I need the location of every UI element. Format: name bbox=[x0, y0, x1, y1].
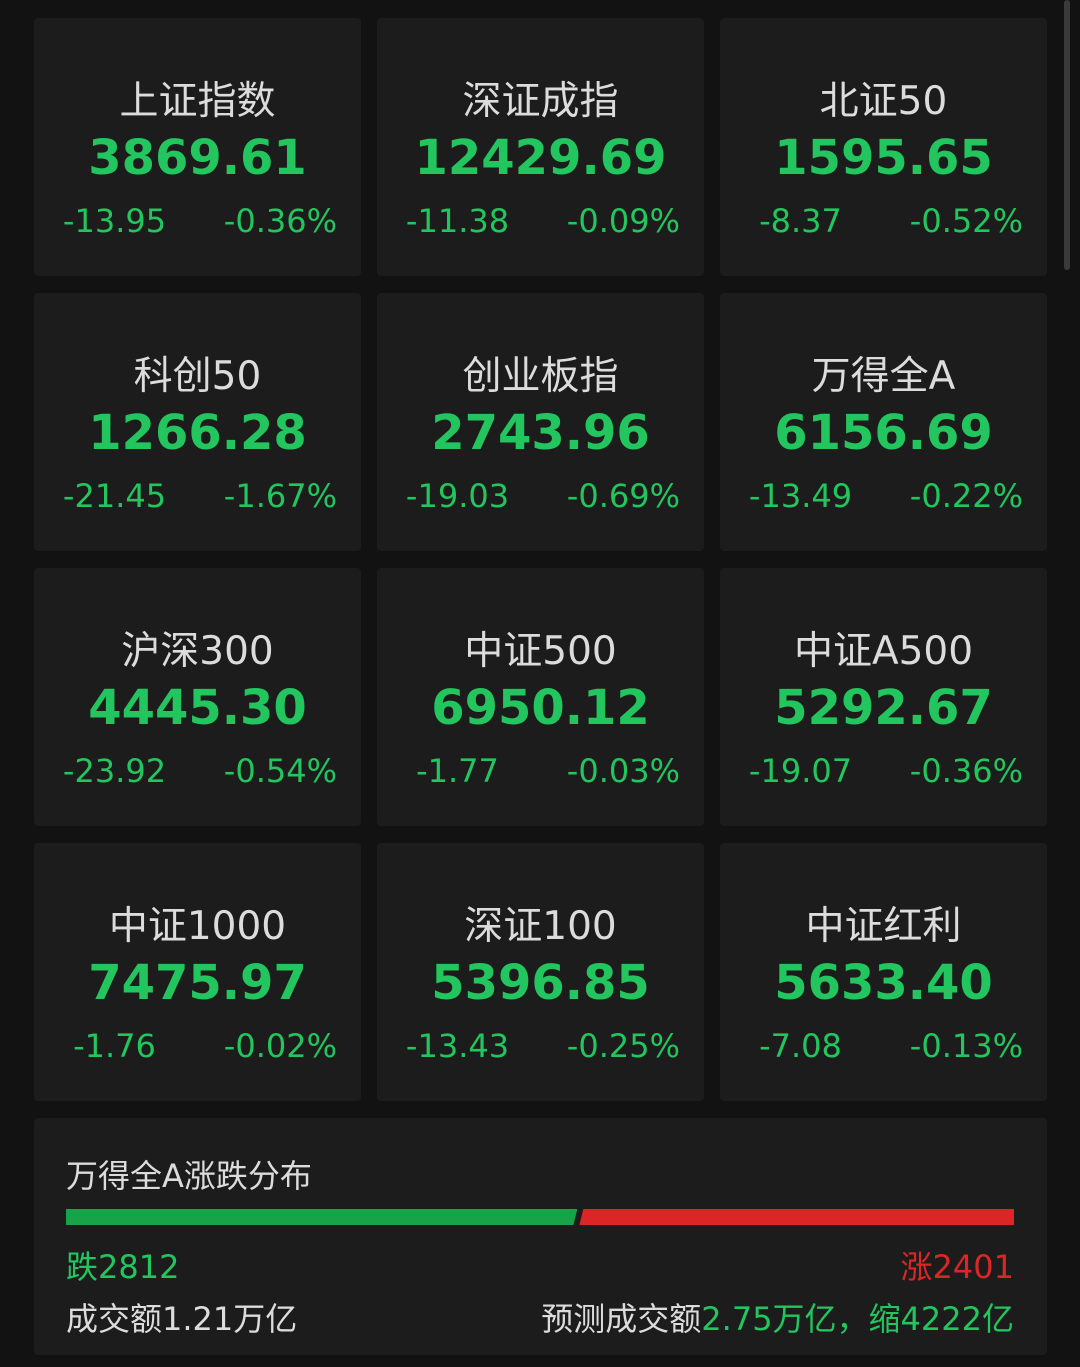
index-change: -8.37 bbox=[759, 202, 842, 240]
index-name: 上证指数 bbox=[119, 79, 276, 124]
index-change-percent: -0.36% bbox=[909, 752, 1023, 790]
index-name: 万得全A bbox=[811, 354, 956, 399]
index-value: 5396.85 bbox=[431, 955, 650, 1011]
index-card[interactable]: 上证指数 3869.61 -13.95 -0.36% bbox=[34, 18, 361, 276]
forecast-label: 预测成交额 bbox=[541, 1300, 702, 1338]
index-change-percent: -0.25% bbox=[566, 1027, 680, 1065]
index-change-percent: -0.54% bbox=[223, 752, 337, 790]
index-name: 中证A500 bbox=[793, 629, 974, 674]
index-value: 1595.65 bbox=[774, 130, 993, 186]
index-value: 5292.67 bbox=[774, 680, 993, 736]
index-card[interactable]: 沪深300 4445.30 -23.92 -0.54% bbox=[34, 568, 361, 826]
index-card[interactable]: 深证成指 12429.69 -11.38 -0.09% bbox=[377, 18, 704, 276]
index-change: -19.07 bbox=[748, 752, 853, 790]
index-change: -19.03 bbox=[405, 477, 510, 515]
index-change-percent: -0.36% bbox=[223, 202, 337, 240]
down-count: 跌2812 bbox=[66, 1248, 180, 1286]
index-name: 创业板指 bbox=[462, 354, 619, 399]
index-value: 6950.12 bbox=[431, 680, 650, 736]
index-card[interactable]: 万得全A 6156.69 -13.49 -0.22% bbox=[720, 293, 1047, 551]
index-value: 5633.40 bbox=[774, 955, 993, 1011]
index-value: 3869.61 bbox=[88, 130, 307, 186]
index-value: 2743.96 bbox=[431, 405, 650, 461]
index-name: 中证500 bbox=[464, 629, 617, 674]
index-change: -13.49 bbox=[748, 477, 853, 515]
down-bar bbox=[66, 1209, 577, 1225]
index-card[interactable]: 中证A500 5292.67 -19.07 -0.36% bbox=[720, 568, 1047, 826]
index-change-percent: -0.09% bbox=[566, 202, 680, 240]
index-change-percent: -0.03% bbox=[566, 752, 680, 790]
index-change-percent: -0.13% bbox=[909, 1027, 1023, 1065]
distribution-title: 万得全A涨跌分布 bbox=[66, 1157, 312, 1195]
index-change: -1.77 bbox=[416, 752, 499, 790]
index-change: -21.45 bbox=[62, 477, 167, 515]
index-grid: 上证指数 3869.61 -13.95 -0.36% 深证成指 12429.69 -11.3… bbox=[34, 18, 1047, 1101]
index-change: -1.76 bbox=[73, 1027, 156, 1065]
index-value: 12429.69 bbox=[414, 130, 667, 186]
forecast-value: 2.75万亿，缩4222亿 bbox=[701, 1300, 1014, 1338]
index-value: 7475.97 bbox=[88, 955, 307, 1011]
up-bar bbox=[579, 1209, 1014, 1225]
scrollbar[interactable] bbox=[1064, 0, 1070, 270]
index-name: 中证红利 bbox=[805, 904, 962, 949]
index-change: -13.43 bbox=[405, 1027, 510, 1065]
index-card[interactable]: 深证100 5396.85 -13.43 -0.25% bbox=[377, 843, 704, 1101]
index-name: 沪深300 bbox=[121, 629, 274, 674]
index-value: 1266.28 bbox=[88, 405, 307, 461]
distribution-panel[interactable]: 万得全A涨跌分布 跌2812 涨2401 成交额1.21万亿 预测成交额2.75… bbox=[34, 1118, 1047, 1355]
index-name: 深证100 bbox=[464, 904, 617, 949]
index-value: 6156.69 bbox=[774, 405, 993, 461]
index-card[interactable]: 中证红利 5633.40 -7.08 -0.13% bbox=[720, 843, 1047, 1101]
index-name: 深证成指 bbox=[462, 79, 619, 124]
up-count: 涨2401 bbox=[900, 1248, 1014, 1286]
volume: 成交额1.21万亿 bbox=[66, 1300, 298, 1338]
index-change: -11.38 bbox=[405, 202, 510, 240]
index-change-percent: -0.22% bbox=[909, 477, 1023, 515]
index-card[interactable]: 科创50 1266.28 -21.45 -1.67% bbox=[34, 293, 361, 551]
forecast-volume: 预测成交额2.75万亿，缩4222亿 bbox=[541, 1294, 1014, 1340]
index-value: 4445.30 bbox=[88, 680, 307, 736]
index-name: 中证1000 bbox=[108, 904, 287, 949]
index-change: -7.08 bbox=[759, 1027, 842, 1065]
index-change-percent: -0.52% bbox=[909, 202, 1023, 240]
index-change-percent: -0.69% bbox=[566, 477, 680, 515]
index-card[interactable]: 创业板指 2743.96 -19.03 -0.69% bbox=[377, 293, 704, 551]
index-name: 科创50 bbox=[133, 354, 262, 399]
index-change: -13.95 bbox=[62, 202, 167, 240]
index-change: -23.92 bbox=[62, 752, 167, 790]
index-name: 北证50 bbox=[819, 79, 948, 124]
index-card[interactable]: 北证50 1595.65 -8.37 -0.52% bbox=[720, 18, 1047, 276]
index-change-percent: -1.67% bbox=[223, 477, 337, 515]
index-change-percent: -0.02% bbox=[223, 1027, 337, 1065]
index-card[interactable]: 中证500 6950.12 -1.77 -0.03% bbox=[377, 568, 704, 826]
index-card[interactable]: 中证1000 7475.97 -1.76 -0.02% bbox=[34, 843, 361, 1101]
distribution-bar bbox=[66, 1209, 1014, 1225]
